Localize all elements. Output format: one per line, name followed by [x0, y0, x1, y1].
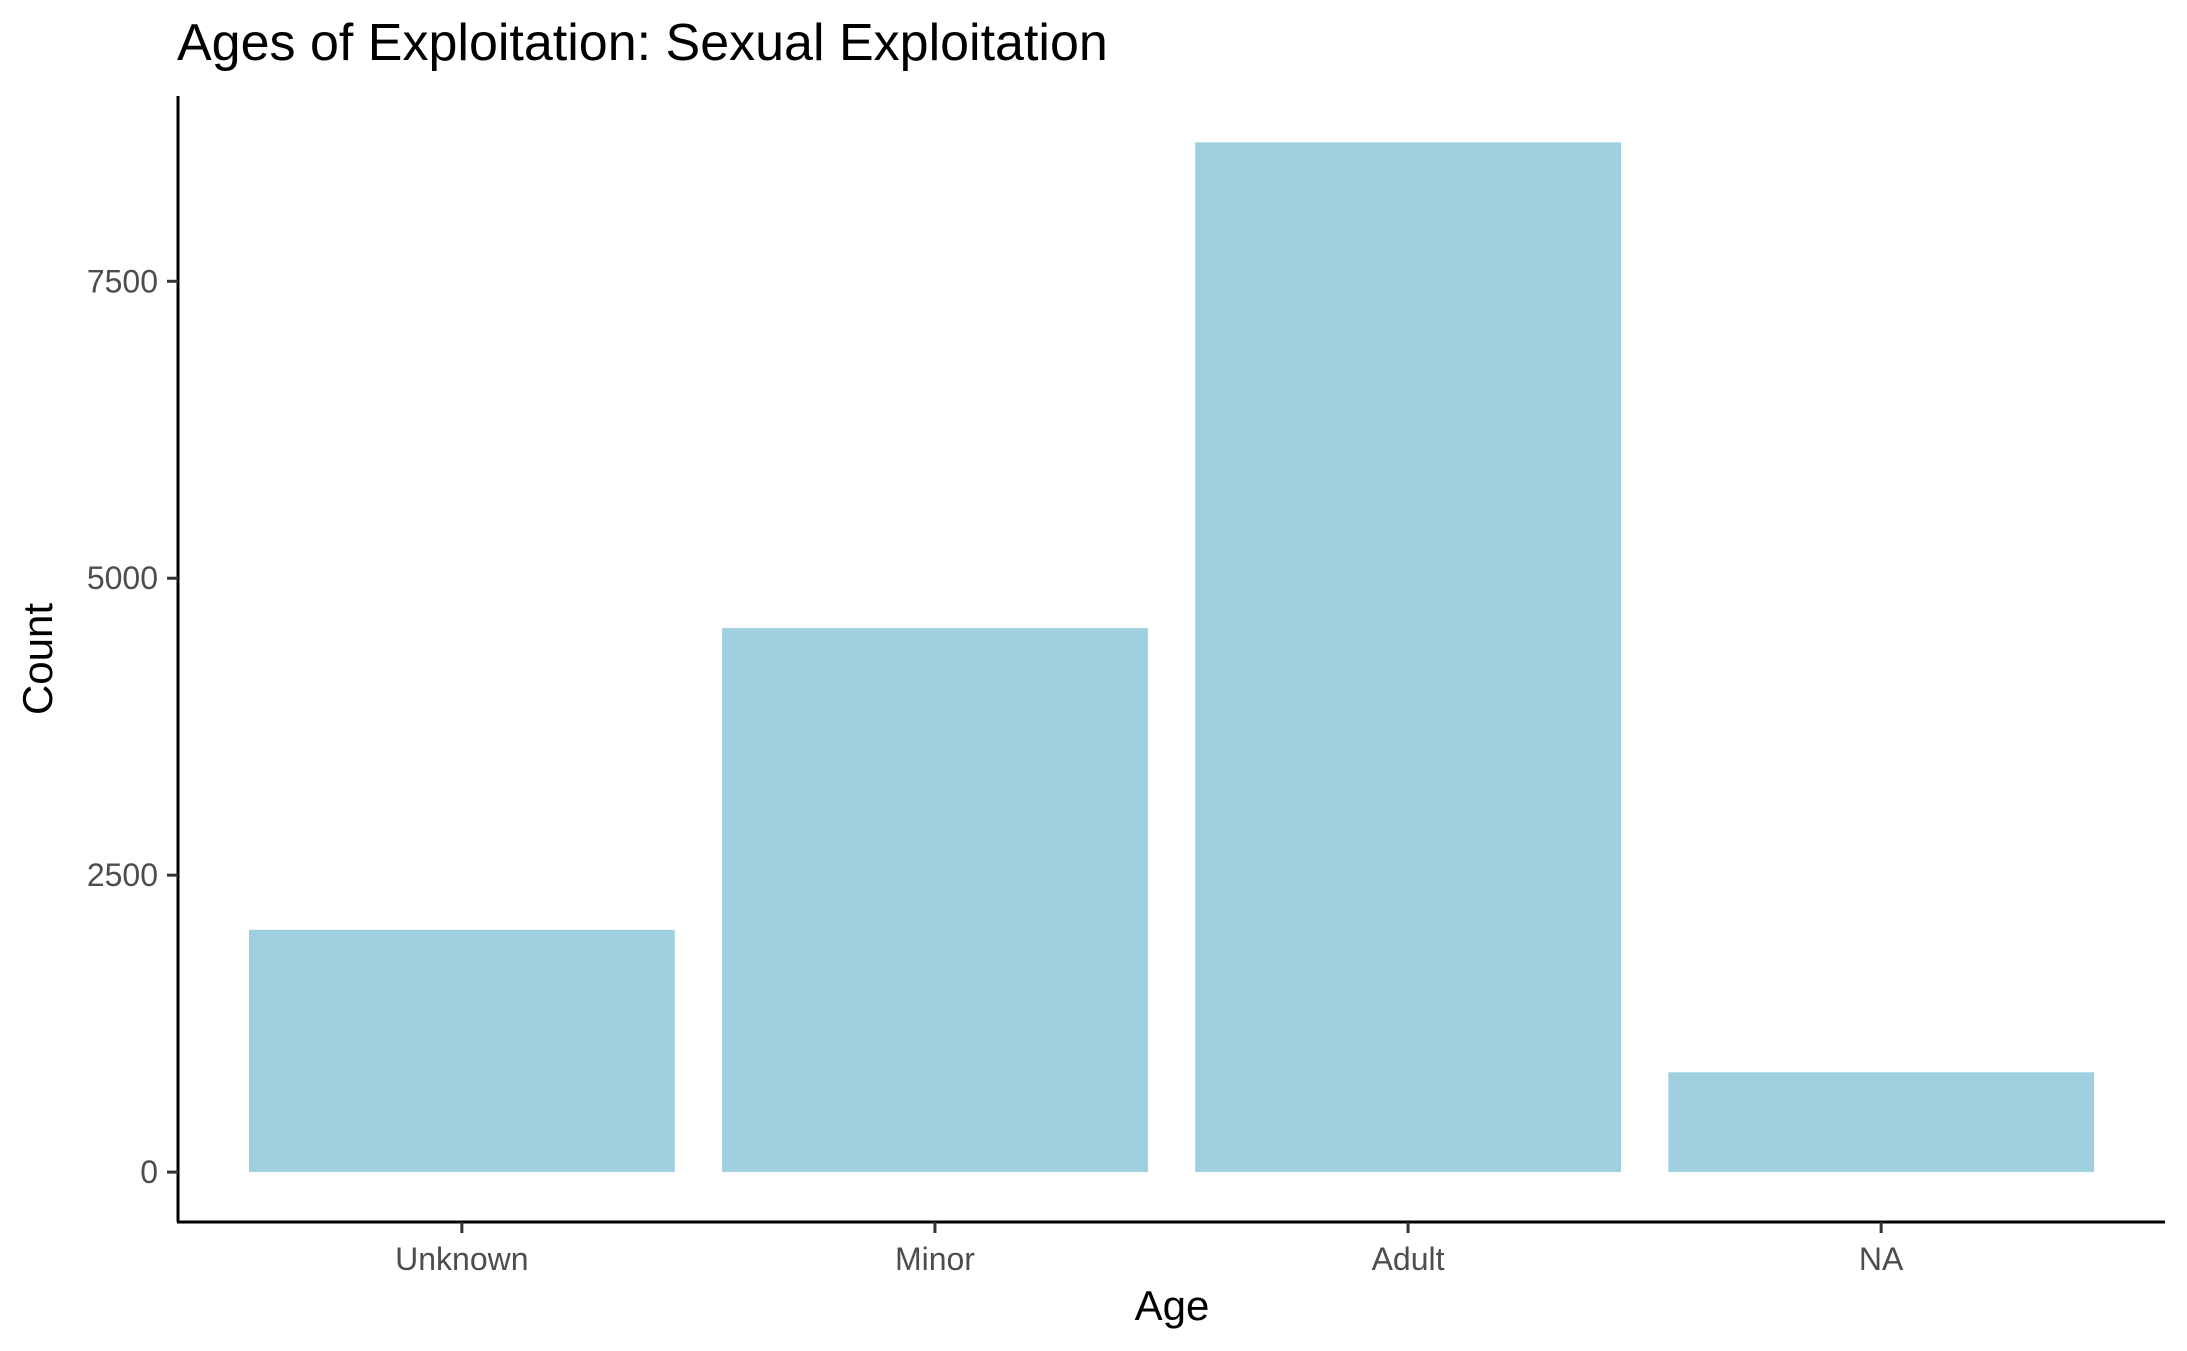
bar-minor — [722, 628, 1148, 1173]
x-tick-label: Minor — [895, 1241, 975, 1277]
y-tick-label: 0 — [140, 1154, 158, 1190]
bars-group — [249, 142, 2095, 1173]
bar-unknown — [249, 929, 675, 1173]
bar-adult — [1195, 142, 1621, 1173]
y-tick-label: 5000 — [87, 560, 158, 596]
x-axis-ticks: Unknown Minor Adult NA — [395, 1222, 1904, 1277]
y-tick-label: 2500 — [87, 857, 158, 893]
bar-na — [1668, 1072, 2095, 1173]
x-tick-label: NA — [1859, 1241, 1904, 1277]
y-axis-ticks: 0 2500 5000 7500 — [87, 263, 178, 1190]
y-axis-title: Count — [14, 603, 61, 715]
x-tick-label: Adult — [1372, 1241, 1445, 1277]
chart-title: Ages of Exploitation: Sexual Exploitatio… — [177, 14, 1108, 72]
x-tick-label: Unknown — [395, 1241, 528, 1277]
y-tick-label: 7500 — [87, 263, 158, 299]
x-axis-title: Age — [1135, 1282, 1210, 1329]
